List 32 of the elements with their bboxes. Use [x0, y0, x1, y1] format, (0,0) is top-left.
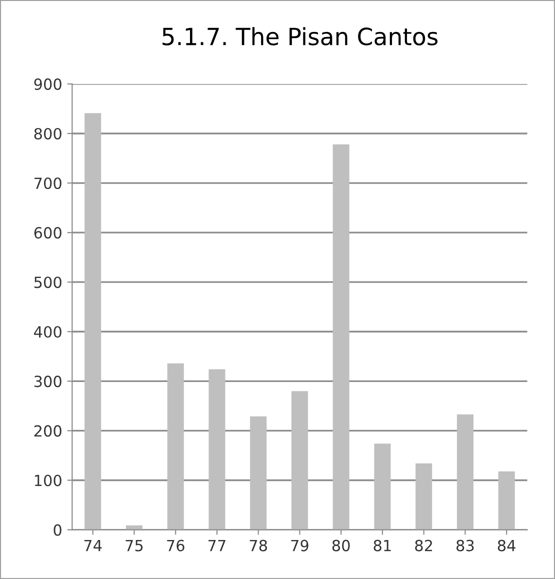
y-tick-label: 700: [34, 177, 62, 190]
y-tick-label: 0: [54, 524, 62, 536]
x-tick-label: 78: [250, 540, 267, 552]
y-tick-label: 200: [34, 425, 62, 437]
y-tick-label: 300: [34, 376, 62, 388]
y-tick-label: 600: [34, 227, 62, 239]
x-tick-label: 77: [208, 540, 226, 552]
x-tick-label: 76: [167, 540, 184, 552]
bar: [84, 113, 102, 530]
x-tick-label: 84: [498, 540, 516, 552]
bar: [167, 363, 184, 530]
bar: [208, 369, 226, 530]
y-tick-label: 800: [34, 128, 62, 140]
bar: [498, 471, 515, 530]
x-tick-label: 75: [126, 540, 143, 552]
bar: [250, 416, 267, 530]
x-tick-label: 82: [415, 540, 432, 552]
x-tick-label: 80: [332, 540, 350, 552]
x-tick-label: 79: [291, 540, 308, 552]
chart-title: 5.1.7. The Pisan Cantos: [162, 27, 438, 46]
y-tick-label: 900: [34, 78, 62, 90]
x-tick-label: 81: [374, 540, 391, 552]
bar: [332, 144, 350, 530]
y-tick-label: 100: [34, 474, 62, 486]
x-tick-label: 83: [456, 540, 474, 552]
bar: [374, 444, 391, 530]
bar: [456, 414, 474, 530]
x-tick-label: 74: [84, 540, 102, 552]
bar: [416, 463, 432, 530]
bar: [291, 391, 308, 530]
y-tick-label: 500: [34, 276, 62, 288]
y-tick-label: 400: [34, 326, 62, 338]
